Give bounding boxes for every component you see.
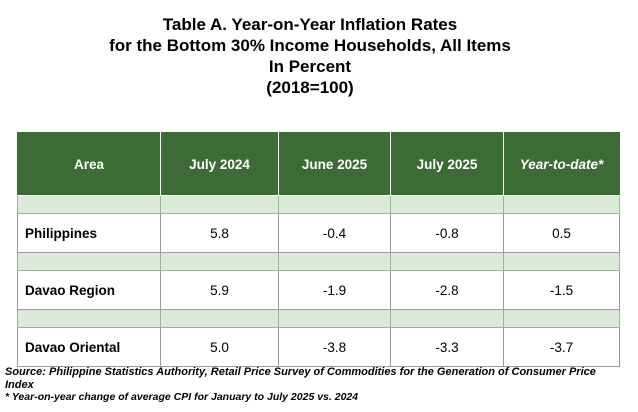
spacer-row xyxy=(17,252,620,271)
table-row: Davao Region 5.9 -1.9 -2.8 -1.5 xyxy=(17,270,620,310)
spacer-row xyxy=(17,195,620,214)
table-title: Table A. Year-on-Year Inflation Rates fo… xyxy=(0,14,620,98)
value-cell: -3.7 xyxy=(503,327,620,367)
value-cell: -3.3 xyxy=(390,327,504,367)
area-cell: Davao Region xyxy=(17,270,161,310)
table-row: Philippines 5.8 -0.4 -0.8 0.5 xyxy=(17,213,620,253)
header-july-2025: July 2025 xyxy=(390,132,504,196)
value-cell: -0.4 xyxy=(278,213,391,253)
value-cell: 5.9 xyxy=(160,270,279,310)
spacer-row xyxy=(17,309,620,328)
header-area: Area xyxy=(17,132,161,196)
title-line-3: In Percent xyxy=(268,57,352,76)
title-line-1: Table A. Year-on-Year Inflation Rates xyxy=(162,15,458,34)
header-june-2025: June 2025 xyxy=(278,132,391,196)
header-year-to-date: Year-to-date* xyxy=(503,132,620,196)
value-cell: 5.8 xyxy=(160,213,279,253)
area-cell: Philippines xyxy=(17,213,161,253)
value-cell: -2.8 xyxy=(390,270,504,310)
title-line-2: for the Bottom 30% Income Households, Al… xyxy=(109,36,511,55)
header-row: Area July 2024 June 2025 July 2025 Year-… xyxy=(17,132,620,196)
header-july-2024: July 2024 xyxy=(160,132,279,196)
value-cell: -1.9 xyxy=(278,270,391,310)
value-cell: 5.0 xyxy=(160,327,279,367)
value-cell: -0.8 xyxy=(390,213,504,253)
source-note: Source: Philippine Statistics Authority,… xyxy=(5,366,596,391)
value-cell: -3.8 xyxy=(278,327,391,367)
value-cell: 0.5 xyxy=(503,213,620,253)
area-cell: Davao Oriental xyxy=(17,327,161,367)
table-notes: Source: Philippine Statistics Authority,… xyxy=(5,366,615,404)
value-cell: -1.5 xyxy=(503,270,620,310)
title-line-4: (2018=100) xyxy=(266,78,354,97)
table-row: Davao Oriental 5.0 -3.8 -3.3 -3.7 xyxy=(17,327,620,367)
footnote: * Year-on-year change of average CPI for… xyxy=(5,391,359,403)
inflation-table: Area July 2024 June 2025 July 2025 Year-… xyxy=(17,132,620,367)
